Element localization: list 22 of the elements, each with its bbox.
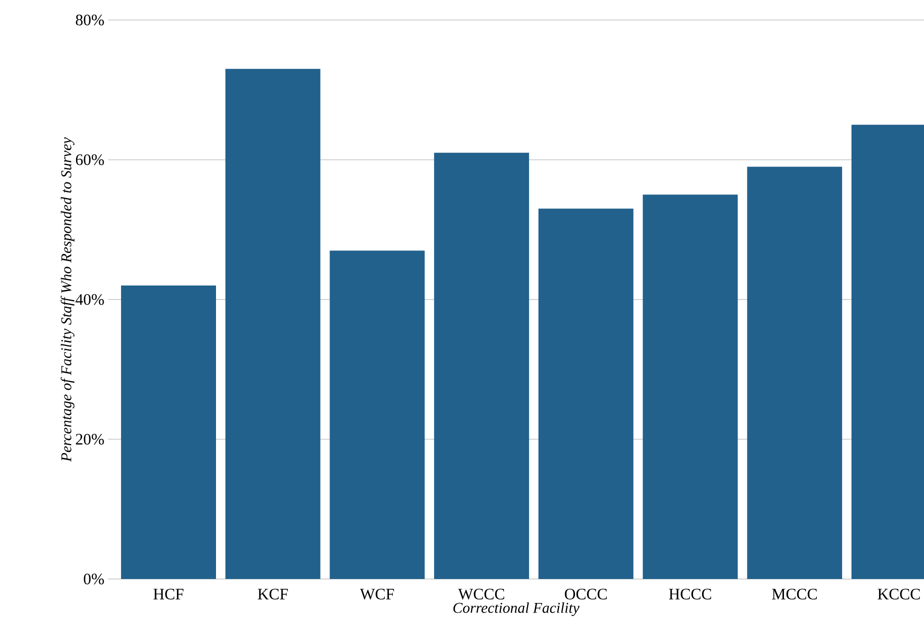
x-tick-label: HCF	[153, 588, 184, 600]
bar	[747, 166, 842, 579]
y-axis-title: Percentage of Facility Staff Who Responded to Survey	[60, 137, 74, 462]
y-tick-label: 80%	[76, 14, 104, 26]
x-tick-label: OCCC	[564, 588, 607, 600]
y-tick-label: 20%	[76, 434, 104, 445]
bar	[538, 208, 634, 579]
bar	[330, 250, 425, 579]
x-tick-label: HCCC	[669, 588, 712, 600]
x-tick-label: KCCC	[878, 588, 920, 600]
bar	[121, 286, 216, 579]
y-tick-label: 40%	[76, 294, 104, 305]
x-tick-label: WCCC	[458, 588, 504, 600]
x-tick-label: WCF	[360, 588, 394, 600]
y-tick-label: 0%	[84, 574, 104, 584]
bar	[225, 68, 320, 579]
bar	[642, 194, 738, 579]
bar	[434, 152, 530, 579]
x-axis-title: Correctional Facility	[453, 602, 580, 616]
x-tick-label: MCCC	[772, 588, 817, 600]
x-tick-label: KCF	[258, 588, 288, 600]
y-tick-label: 60%	[76, 154, 104, 166]
